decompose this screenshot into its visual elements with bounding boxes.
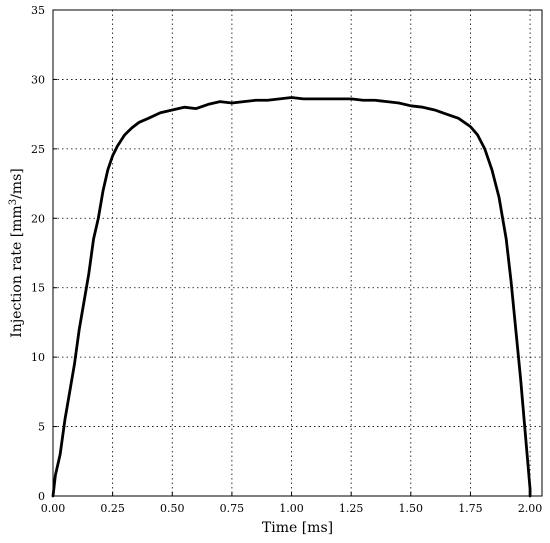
- y-tick-label: 10: [31, 351, 45, 364]
- x-tick-labels: 0.00 0.25 0.50 0.75 1.00 1.25 1.50 1.75 2.00: [41, 502, 543, 515]
- y-axis-label-suffix: /ms]: [9, 168, 25, 199]
- x-tick-label: 0.75: [220, 502, 245, 515]
- y-tick-label: 15: [31, 282, 45, 295]
- y-tick-labels: 0 5 10 15 20 25 30 35: [31, 4, 45, 503]
- x-tick-label: 0.50: [160, 502, 185, 515]
- injection-rate-line: [51, 96, 532, 498]
- x-tick-label: 1.00: [279, 502, 304, 515]
- y-axis-label-superscript: 3: [8, 199, 19, 205]
- y-tick-label: 25: [31, 143, 45, 156]
- y-tick-label: 35: [31, 4, 45, 17]
- y-axis-label-prefix: Injection rate [mm: [9, 205, 25, 337]
- x-tick-label: 1.50: [399, 502, 424, 515]
- y-axis-label: Injection rate [mm3/ms]: [8, 168, 25, 337]
- y-tick-label: 0: [38, 490, 45, 503]
- x-tick-label: 2.00: [518, 502, 543, 515]
- y-tick-label: 5: [38, 421, 45, 434]
- series-layer: [51, 96, 532, 498]
- plot-frame: [52, 9, 543, 497]
- x-tick-label: 1.75: [458, 502, 483, 515]
- y-tick-label: 30: [31, 73, 45, 86]
- grid: [52, 9, 542, 497]
- x-tick-label: 0.00: [41, 502, 66, 515]
- y-tick-label: 20: [31, 212, 45, 225]
- ticks: [52, 9, 531, 497]
- x-axis-label: Time [ms]: [262, 520, 333, 536]
- x-tick-label: 1.25: [339, 502, 364, 515]
- x-tick-label: 0.25: [100, 502, 125, 515]
